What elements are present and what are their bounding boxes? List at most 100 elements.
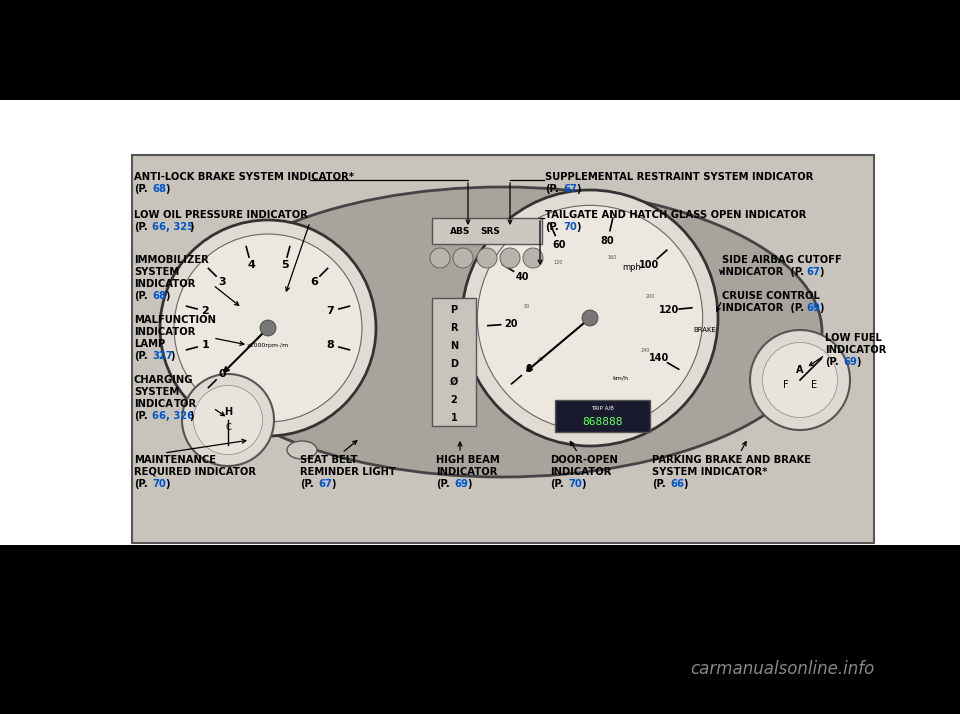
Text: SYSTEM INDICATOR*: SYSTEM INDICATOR* [652, 467, 767, 477]
Text: 69: 69 [454, 479, 468, 489]
Text: (P.: (P. [134, 291, 148, 301]
Text: 4: 4 [248, 261, 255, 271]
Circle shape [750, 330, 850, 430]
Text: 868888: 868888 [583, 417, 623, 427]
Text: INDICATOR: INDICATOR [436, 467, 497, 477]
Text: INDICATOR: INDICATOR [825, 345, 886, 355]
Text: 80: 80 [524, 304, 530, 309]
Text: 70: 70 [563, 222, 577, 232]
Bar [132, 155, 874, 543]
Text: ABS: ABS [450, 226, 470, 236]
Text: 70: 70 [568, 479, 582, 489]
Text: 1: 1 [450, 413, 457, 423]
Text: 140: 140 [649, 353, 669, 363]
Text: 60: 60 [552, 240, 566, 250]
Text: 0: 0 [526, 364, 533, 374]
Text: HIGH BEAM: HIGH BEAM [436, 455, 500, 465]
Text: ): ) [165, 479, 170, 489]
Text: LAMP: LAMP [134, 339, 165, 349]
Text: (P.: (P. [134, 411, 148, 421]
Text: REMINDER LIGHT: REMINDER LIGHT [300, 467, 396, 477]
Text: 6: 6 [310, 277, 318, 287]
Text: 240: 240 [640, 348, 650, 353]
Circle shape [160, 220, 376, 436]
Text: INDICATOR: INDICATOR [550, 467, 612, 477]
Text: TRIP A/B: TRIP A/B [591, 406, 614, 411]
Text: 160: 160 [608, 256, 616, 261]
Text: ): ) [170, 351, 175, 361]
Text: (P.: (P. [134, 479, 148, 489]
Bar [0, 545, 960, 714]
Text: 7: 7 [326, 306, 334, 316]
Text: km/h: km/h [612, 376, 628, 381]
Text: ): ) [189, 411, 194, 421]
Bar [432, 298, 476, 426]
Text: (P.: (P. [825, 357, 839, 367]
Text: ): ) [467, 479, 471, 489]
Text: ): ) [683, 479, 687, 489]
Circle shape [260, 320, 276, 336]
Text: MAINTENANCE: MAINTENANCE [134, 455, 216, 465]
Text: LOW FUEL: LOW FUEL [825, 333, 882, 343]
Circle shape [182, 374, 274, 466]
Text: 100: 100 [639, 261, 660, 271]
Text: MALFUNCTION: MALFUNCTION [134, 315, 216, 325]
Text: ): ) [165, 291, 170, 301]
Text: PARKING BRAKE AND BRAKE: PARKING BRAKE AND BRAKE [652, 455, 811, 465]
Text: 67: 67 [318, 479, 332, 489]
Text: ): ) [819, 267, 824, 277]
Text: carmanualsonline.info: carmanualsonline.info [690, 660, 875, 678]
Text: 120: 120 [659, 305, 679, 315]
Text: N: N [450, 341, 458, 351]
Text: (P.: (P. [652, 479, 665, 489]
Text: INDICATOR  (P.: INDICATOR (P. [722, 303, 804, 313]
Text: R: R [450, 323, 458, 333]
Text: SUPPLEMENTAL RESTRAINT SYSTEM INDICATOR: SUPPLEMENTAL RESTRAINT SYSTEM INDICATOR [545, 172, 813, 182]
Text: C: C [225, 423, 231, 433]
Text: ): ) [576, 222, 581, 232]
Circle shape [430, 248, 450, 268]
Text: REQUIRED INDICATOR: REQUIRED INDICATOR [134, 467, 256, 477]
Text: ): ) [856, 357, 860, 367]
Text: ANTI-LOCK BRAKE SYSTEM INDICATOR*: ANTI-LOCK BRAKE SYSTEM INDICATOR* [134, 172, 354, 182]
Text: (P.: (P. [545, 184, 559, 194]
Text: ): ) [576, 184, 581, 194]
Text: 200: 200 [645, 293, 655, 298]
Text: x1000rpm·/m: x1000rpm·/m [247, 343, 289, 348]
Text: 69: 69 [806, 303, 820, 313]
Text: 327: 327 [152, 351, 173, 361]
Circle shape [477, 206, 703, 431]
Ellipse shape [182, 187, 822, 477]
Text: 8: 8 [326, 340, 334, 350]
Text: ): ) [165, 184, 170, 194]
Text: 67: 67 [563, 184, 577, 194]
Ellipse shape [287, 441, 317, 459]
Text: 68: 68 [152, 184, 166, 194]
Text: CHARGING: CHARGING [134, 375, 194, 385]
Text: A: A [796, 365, 804, 375]
Text: (P.: (P. [134, 222, 148, 232]
Text: 0: 0 [218, 369, 226, 379]
Circle shape [500, 248, 520, 268]
Text: (P.: (P. [300, 479, 314, 489]
Text: 40: 40 [516, 271, 529, 281]
Text: 66, 325: 66, 325 [152, 222, 194, 232]
Text: (P.: (P. [545, 222, 559, 232]
Text: (P.: (P. [436, 479, 449, 489]
Text: 5: 5 [281, 261, 289, 271]
Text: 2: 2 [202, 306, 209, 316]
Text: 68: 68 [152, 291, 166, 301]
Text: DOOR-OPEN: DOOR-OPEN [550, 455, 618, 465]
Text: SRS: SRS [480, 226, 500, 236]
Text: 2: 2 [450, 395, 457, 405]
Circle shape [477, 248, 497, 268]
Text: 66, 326: 66, 326 [152, 411, 194, 421]
Text: INDICATOR  (P.: INDICATOR (P. [722, 267, 804, 277]
Bar [432, 218, 542, 244]
Circle shape [174, 234, 362, 422]
Text: SYSTEM: SYSTEM [134, 267, 180, 277]
Text: INDICATOR: INDICATOR [134, 327, 196, 337]
Text: mph: mph [623, 263, 641, 273]
Text: (P.: (P. [134, 184, 148, 194]
Circle shape [762, 343, 837, 418]
